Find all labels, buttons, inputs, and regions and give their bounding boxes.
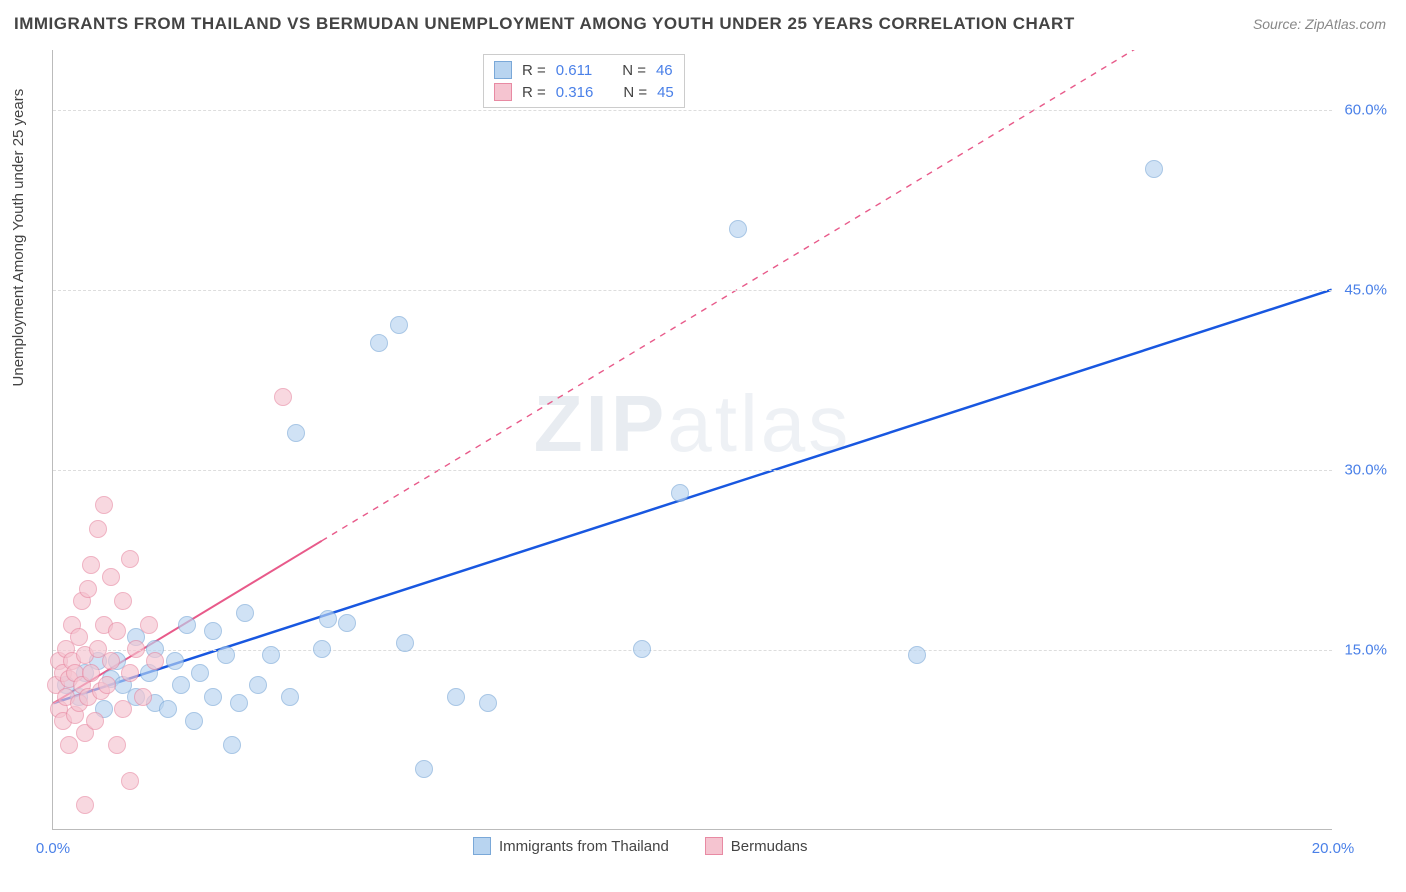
- r-value: 0.316: [556, 84, 594, 101]
- data-point: [223, 736, 241, 754]
- data-point: [114, 700, 132, 718]
- data-point: [370, 334, 388, 352]
- gridline: [53, 110, 1332, 111]
- data-point: [121, 772, 139, 790]
- data-point: [102, 652, 120, 670]
- x-tick-label: 0.0%: [36, 840, 70, 857]
- correlation-legend: R = 0.611 N = 46 R = 0.316 N = 45: [483, 54, 685, 108]
- data-point: [191, 664, 209, 682]
- data-point: [172, 676, 190, 694]
- r-label: R =: [522, 84, 546, 101]
- y-tick-label: 45.0%: [1344, 282, 1387, 299]
- data-point: [140, 616, 158, 634]
- data-point: [319, 610, 337, 628]
- data-point: [396, 634, 414, 652]
- data-point: [230, 694, 248, 712]
- data-point: [121, 550, 139, 568]
- x-tick-label: 20.0%: [1312, 840, 1355, 857]
- gridline: [53, 470, 1332, 471]
- data-point: [479, 694, 497, 712]
- data-point: [76, 796, 94, 814]
- n-label: N =: [622, 62, 646, 79]
- data-point: [313, 640, 331, 658]
- data-point: [390, 316, 408, 334]
- legend-item: Bermudans: [705, 837, 808, 855]
- data-point: [102, 568, 120, 586]
- source-attribution: Source: ZipAtlas.com: [1253, 16, 1386, 32]
- y-tick-label: 30.0%: [1344, 462, 1387, 479]
- r-value: 0.611: [556, 62, 592, 79]
- data-point: [671, 484, 689, 502]
- data-point: [127, 640, 145, 658]
- data-point: [236, 604, 254, 622]
- data-point: [204, 688, 222, 706]
- y-tick-label: 60.0%: [1344, 102, 1387, 119]
- data-point: [146, 652, 164, 670]
- data-point: [262, 646, 280, 664]
- data-point: [185, 712, 203, 730]
- gridline: [53, 650, 1332, 651]
- n-value: 46: [656, 62, 673, 79]
- data-point: [159, 700, 177, 718]
- series-legend: Immigrants from Thailand Bermudans: [473, 837, 808, 855]
- data-point: [281, 688, 299, 706]
- data-point: [338, 614, 356, 632]
- data-point: [908, 646, 926, 664]
- trend-lines-layer: [53, 50, 1332, 829]
- y-axis-label: Unemployment Among Youth under 25 years: [10, 89, 27, 387]
- legend-row: R = 0.611 N = 46: [494, 59, 674, 81]
- data-point: [178, 616, 196, 634]
- legend-swatch-thailand: [494, 61, 512, 79]
- legend-row: R = 0.316 N = 45: [494, 81, 674, 103]
- legend-swatch: [705, 837, 723, 855]
- data-point: [121, 664, 139, 682]
- data-point: [108, 736, 126, 754]
- data-point: [82, 556, 100, 574]
- y-tick-label: 15.0%: [1344, 642, 1387, 659]
- data-point: [287, 424, 305, 442]
- data-point: [95, 496, 113, 514]
- gridline: [53, 290, 1332, 291]
- data-point: [166, 652, 184, 670]
- legend-label: Immigrants from Thailand: [499, 838, 669, 855]
- data-point: [633, 640, 651, 658]
- data-point: [79, 580, 97, 598]
- legend-swatch: [473, 837, 491, 855]
- trend-line-extrapolated: [322, 50, 1332, 541]
- data-point: [82, 664, 100, 682]
- data-point: [134, 688, 152, 706]
- data-point: [249, 676, 267, 694]
- data-point: [1145, 160, 1163, 178]
- data-point: [70, 628, 88, 646]
- data-point: [108, 622, 126, 640]
- data-point: [204, 622, 222, 640]
- legend-item: Immigrants from Thailand: [473, 837, 669, 855]
- data-point: [729, 220, 747, 238]
- data-point: [60, 736, 78, 754]
- trend-line: [53, 290, 1331, 703]
- legend-swatch-bermudans: [494, 83, 512, 101]
- n-value: 45: [657, 84, 674, 101]
- data-point: [217, 646, 235, 664]
- data-point: [89, 520, 107, 538]
- watermark: ZIPatlas: [534, 378, 851, 470]
- r-label: R =: [522, 62, 546, 79]
- legend-label: Bermudans: [731, 838, 808, 855]
- data-point: [415, 760, 433, 778]
- data-point: [447, 688, 465, 706]
- data-point: [86, 712, 104, 730]
- n-label: N =: [623, 84, 647, 101]
- chart-title: IMMIGRANTS FROM THAILAND VS BERMUDAN UNE…: [14, 14, 1075, 34]
- data-point: [274, 388, 292, 406]
- data-point: [114, 592, 132, 610]
- scatter-plot: ZIPatlas R = 0.611 N = 46 R = 0.316 N = …: [52, 50, 1332, 830]
- data-point: [98, 676, 116, 694]
